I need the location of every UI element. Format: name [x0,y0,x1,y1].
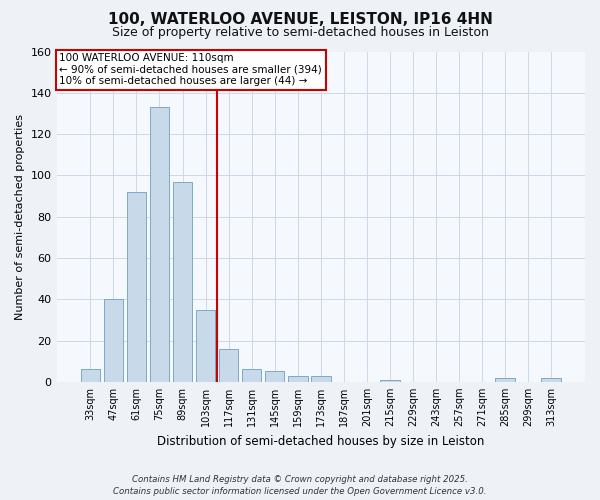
Text: 100, WATERLOO AVENUE, LEISTON, IP16 4HN: 100, WATERLOO AVENUE, LEISTON, IP16 4HN [107,12,493,28]
Bar [496,378,515,382]
Text: Contains HM Land Registry data © Crown copyright and database right 2025.
Contai: Contains HM Land Registry data © Crown c… [113,474,487,496]
Bar [173,182,193,382]
Bar [265,372,284,382]
Text: 100 WATERLOO AVENUE: 110sqm
← 90% of semi-detached houses are smaller (394)
10% : 100 WATERLOO AVENUE: 110sqm ← 90% of sem… [59,53,322,86]
Bar [104,299,123,382]
X-axis label: Distribution of semi-detached houses by size in Leiston: Distribution of semi-detached houses by … [157,434,484,448]
Bar [380,380,400,382]
Bar [196,310,215,382]
Bar [127,192,146,382]
Bar [311,376,331,382]
Bar [219,349,238,382]
Bar [242,370,262,382]
Bar [288,376,308,382]
Y-axis label: Number of semi-detached properties: Number of semi-detached properties [15,114,25,320]
Bar [149,107,169,382]
Bar [541,378,561,382]
Bar [80,370,100,382]
Text: Size of property relative to semi-detached houses in Leiston: Size of property relative to semi-detach… [112,26,488,39]
